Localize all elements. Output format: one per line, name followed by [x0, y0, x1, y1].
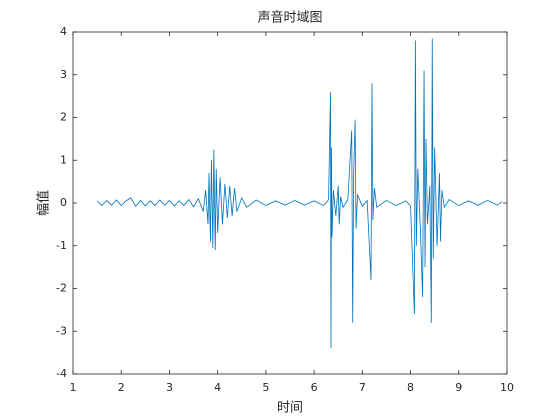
y-tick-label: 4: [60, 25, 67, 38]
x-tick-label: 6: [311, 381, 318, 394]
y-tick-label: -2: [56, 282, 67, 295]
x-axis-label: 时间: [277, 401, 303, 416]
y-axis-label: 幅值: [36, 190, 52, 216]
waveform-line: [96, 38, 503, 349]
x-tick-label: 4: [214, 381, 221, 394]
y-tick-label: -4: [56, 367, 67, 380]
x-tick-label: 8: [407, 381, 414, 394]
x-tick-label: 5: [262, 381, 269, 394]
y-tick-label: 2: [60, 111, 67, 124]
y-tick-label: 1: [60, 153, 67, 166]
y-tick-label: -1: [56, 239, 67, 252]
x-tick-label: 2: [118, 381, 125, 394]
y-tick-label: -3: [56, 324, 67, 337]
x-tick-label: 9: [455, 381, 462, 394]
x-tick-label: 10: [500, 381, 514, 394]
chart-title: 声音时域图: [257, 10, 322, 26]
y-tick-label: 3: [60, 68, 67, 81]
x-tick-label: 7: [359, 381, 366, 394]
x-tick-label: 3: [166, 381, 173, 394]
y-tick-label: 0: [60, 196, 67, 209]
x-tick-label: 1: [70, 381, 77, 394]
